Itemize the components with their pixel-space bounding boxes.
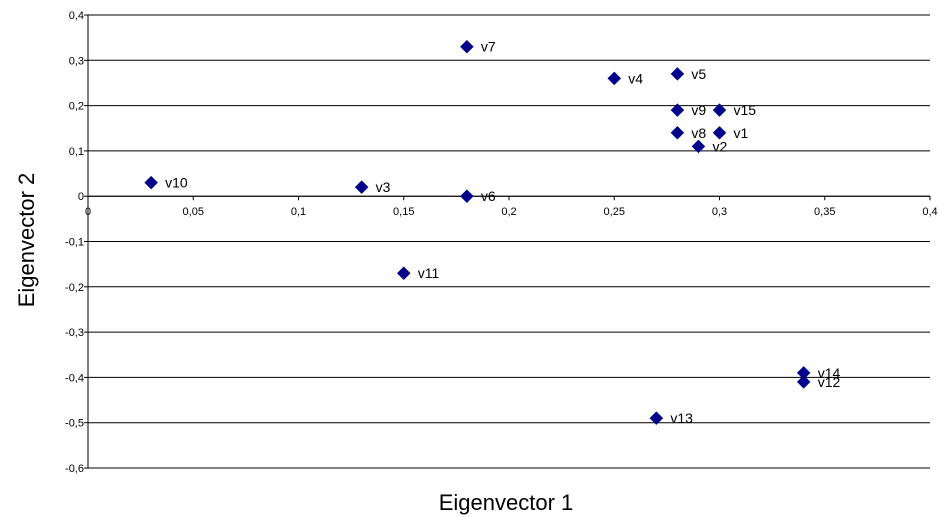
data-point-v8 [670, 125, 685, 140]
data-point-v6 [460, 189, 474, 204]
point-label-v15: v15 [734, 102, 757, 118]
data-point-v1 [712, 125, 727, 140]
point-label-v13: v13 [670, 410, 693, 426]
x-axis-title: Eigenvector 1 [439, 490, 574, 515]
y-axis-title: Eigenvector 2 [14, 173, 39, 308]
data-point-v5 [670, 67, 685, 81]
point-label-v3: v3 [376, 179, 391, 195]
x-tick-label: 0,2 [501, 206, 516, 218]
data-point-v13 [649, 411, 664, 426]
x-tick-label: 0 [85, 206, 91, 218]
y-tick-labels: 0,4 0,3 0,2 0,1 0 -0,1 -0,2 -0,3 -0,4 -0,5 -0,6 [65, 10, 84, 475]
data-point-v2 [691, 139, 706, 154]
point-label-v10: v10 [165, 175, 188, 191]
point-label-v1: v1 [734, 125, 749, 141]
point-label-v6: v6 [481, 188, 496, 204]
point-label-v9: v9 [691, 102, 706, 118]
y-tick-label: 0,4 [69, 10, 84, 22]
x-tick-label: 0,25 [604, 206, 625, 218]
point-label-v4: v4 [628, 70, 643, 86]
y-tick-label: -0,6 [65, 463, 84, 475]
y-tick-label: 0,2 [69, 101, 84, 113]
y-tick-label: 0 [78, 191, 84, 203]
y-tick-label: 0,1 [69, 146, 84, 158]
point-label-v12: v12 [818, 374, 841, 390]
data-point-v3 [354, 180, 369, 194]
x-tick-label: 0,35 [814, 206, 835, 218]
y-tick-label: 0,3 [69, 55, 84, 67]
point-label-v11: v11 [418, 265, 440, 281]
data-point-v15 [712, 103, 727, 117]
y-tick-label: -0,1 [65, 237, 84, 249]
grid-lines [88, 14, 930, 469]
data-point-v7 [460, 39, 474, 54]
y-tick-label: -0,2 [65, 282, 84, 294]
x-tick-label: 0,4 [922, 206, 937, 218]
point-label-v7: v7 [481, 39, 496, 55]
y-tick-label: -0,3 [65, 327, 84, 339]
x-tick-label: 0,1 [291, 206, 306, 218]
x-tick-label: 0,3 [712, 206, 727, 218]
point-label-v2: v2 [712, 138, 727, 154]
data-point-v12 [796, 375, 811, 389]
point-labels: v1 v2 v3 v4 v5 v6 v7 v8 v9 v10 v11 v12 v13 v14 v15 [165, 39, 840, 426]
x-tick-label: 0,05 [183, 206, 204, 218]
x-tick-labels: 0 0,05 0,1 0,15 0,2 0,25 0,3 0,35 0,4 [85, 206, 938, 218]
data-points [144, 39, 811, 426]
x-tick-label: 0,15 [393, 206, 414, 218]
point-label-v14: v14 [818, 365, 841, 381]
y-tick-label: -0,4 [65, 372, 84, 384]
point-label-v5: v5 [691, 66, 706, 82]
axes [84, 14, 931, 469]
data-point-v11 [396, 266, 411, 281]
data-point-v4 [607, 71, 622, 86]
data-point-v9 [670, 103, 685, 117]
data-point-v14 [796, 366, 811, 380]
y-tick-label: -0,5 [65, 418, 84, 430]
point-label-v8: v8 [691, 125, 706, 141]
data-point-v10 [144, 175, 159, 190]
